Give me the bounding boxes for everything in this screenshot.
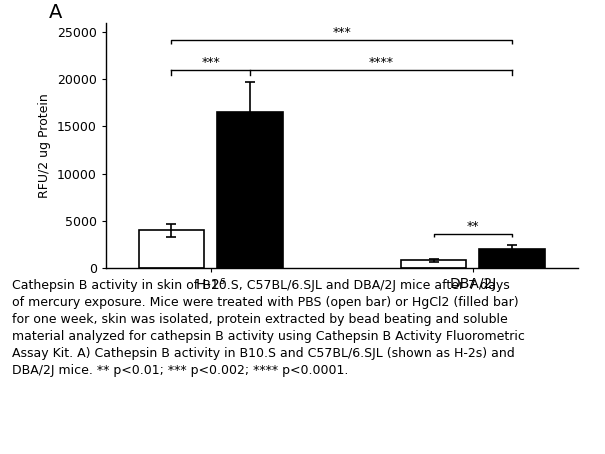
Text: ***: *** (333, 26, 351, 39)
Text: **: ** (466, 220, 479, 233)
Bar (401, 260, 466, 268)
Bar (139, 230, 204, 268)
Bar (480, 249, 545, 268)
Text: ***: *** (201, 56, 220, 69)
Bar (217, 112, 283, 268)
Y-axis label: RFU/2 ug Protein: RFU/2 ug Protein (38, 93, 51, 197)
Text: Cathepsin B activity in skin of B10.S, C57BL/6.SJL and DBA/2J mice after 7 days
: Cathepsin B activity in skin of B10.S, C… (12, 279, 525, 377)
Text: ****: **** (368, 56, 394, 69)
Text: A: A (49, 3, 63, 22)
